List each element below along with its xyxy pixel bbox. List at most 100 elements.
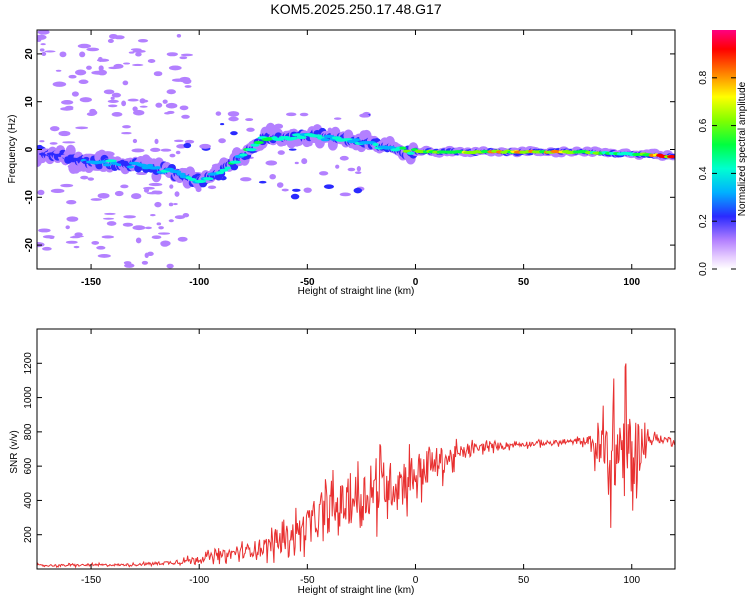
heatmap-core-blob [126, 165, 135, 169]
heatmap-noise-blob [111, 112, 123, 117]
heatmap-noise-blob [288, 148, 297, 151]
heatmap-noise-blob [347, 167, 356, 172]
heatmap-core-blob [323, 134, 335, 138]
heatmap-noise-blob [227, 111, 240, 117]
heatmap-noise-blob [132, 49, 146, 53]
heatmap-noise-blob [148, 182, 163, 187]
heatmap-core-blob [253, 140, 264, 145]
snr-x-tick-label: 50 [518, 575, 530, 586]
heatmap-noise-blob [339, 155, 349, 161]
heatmap-noise-blob [173, 139, 184, 143]
heatmap-noise-blob [220, 123, 225, 126]
heatmap-noise-blob [359, 113, 370, 118]
heatmap-noise-blob [108, 104, 118, 108]
heatmap-noise-blob [107, 38, 114, 43]
heatmap-noise-blob [75, 126, 89, 130]
snr-y-tick-label: 1000 [23, 386, 34, 409]
heatmap-noise-blob [58, 130, 71, 137]
heatmap-noise-blob [166, 263, 174, 269]
heatmap-noise-blob [183, 142, 192, 149]
heatmap-noise-blob [66, 200, 77, 205]
heatmap-noise-blob [171, 78, 186, 82]
heatmap-noise-blob [150, 213, 156, 217]
heatmap-noise-blob [68, 74, 77, 79]
snr-panel: -150 -100 -50 0 50 100 200 400 600 800 1000 1200 H… [9, 328, 676, 596]
heatmap-core-blob [666, 155, 675, 159]
heatmap-noise-blob [143, 188, 150, 193]
heatmap-core-blob [372, 142, 379, 147]
heatmap-noise-blob [122, 125, 131, 129]
heatmap-noise-blob [151, 235, 162, 240]
spectrogram-y-label: Frequency (Hz) [7, 115, 18, 184]
heatmap-core-blob [245, 148, 257, 152]
heatmap-noise-blob [179, 105, 189, 111]
heatmap-noise-blob [144, 226, 152, 230]
colorbar: 0.0 0.2 0.4 0.6 0.8 Normalized spectral ampl… [698, 30, 748, 276]
heatmap-noise-blob [123, 215, 136, 219]
spectrogram-y-tick-label: -10 [24, 190, 35, 205]
colorbar-gradient [712, 30, 736, 269]
heatmap-noise-blob [166, 110, 175, 114]
heatmap-core-blob [230, 160, 241, 164]
heatmap-noise-blob [155, 102, 163, 108]
heatmap-noise-blob [150, 147, 161, 152]
heatmap-noise-blob [37, 34, 47, 40]
colorbar-tick-label: 0.0 [698, 262, 709, 276]
heatmap-noise-blob [77, 43, 92, 49]
heatmap-noise-blob [42, 235, 55, 239]
heatmap-core-blob [219, 168, 229, 172]
heatmap-noise-blob [265, 160, 278, 166]
heatmap-core-blob [194, 179, 207, 184]
snr-x-tick-label: 100 [623, 575, 640, 586]
heatmap-noise-blob [154, 138, 159, 145]
heatmap-noise-blob [180, 53, 194, 57]
heatmap-noise-blob [108, 66, 120, 70]
heatmap-noise-blob [323, 184, 334, 189]
heatmap-noise-blob [91, 240, 100, 245]
heatmap-noise-blob [80, 175, 89, 180]
heatmap-noise-blob [147, 59, 156, 63]
snr-y-label: SNR (v/v) [9, 430, 20, 473]
heatmap-noise-blob [228, 116, 239, 122]
heatmap-noise-blob [113, 35, 125, 40]
spectrogram-x-tick-label: 0 [413, 277, 419, 288]
heatmap-noise-blob [37, 189, 45, 196]
heatmap-noise-blob [121, 131, 132, 135]
heatmap-noise-blob [303, 187, 312, 193]
heatmap-noise-blob [37, 241, 45, 248]
heatmap-noise-blob [157, 232, 171, 235]
heatmap-noise-blob [49, 126, 60, 132]
heatmap-noise-blob [60, 107, 74, 111]
heatmap-core-blob [173, 170, 182, 174]
heatmap-noise-blob [269, 173, 276, 180]
heatmap-core-blob [320, 138, 330, 142]
snr-y-tick-label: 200 [23, 526, 34, 543]
heatmap-core-blob [290, 136, 298, 140]
heatmap-core-blob [239, 153, 248, 157]
heatmap-noise-blob [39, 140, 45, 143]
heatmap-noise-blob [158, 226, 164, 230]
heatmap-noise-blob [166, 89, 176, 95]
heatmap-noise-blob [59, 51, 67, 58]
heatmap-noise-blob [154, 201, 162, 208]
heatmap-noise-blob [215, 111, 222, 116]
heatmap-noise-blob [79, 97, 92, 103]
heatmap-core-blob [136, 163, 148, 167]
heatmap-noise-blob [50, 188, 65, 194]
snr-x-tick-label: 0 [413, 575, 419, 586]
heatmap-noise-blob [137, 38, 149, 43]
heatmap-core-blob [250, 143, 260, 147]
heatmap-core-blob [351, 138, 361, 142]
heatmap-noise-blob [121, 100, 127, 107]
heatmap-noise-blob [74, 69, 87, 76]
heatmap-noise-blob [97, 254, 111, 258]
heatmap-noise-blob [122, 80, 129, 86]
heatmap-noise-blob [333, 117, 342, 120]
heatmap-noise-blob [79, 51, 86, 58]
heatmap-noise-blob [61, 100, 74, 105]
heatmap-noise-blob [168, 65, 182, 71]
heatmap-noise-blob [78, 79, 89, 85]
heatmap-noise-blob [96, 245, 106, 250]
